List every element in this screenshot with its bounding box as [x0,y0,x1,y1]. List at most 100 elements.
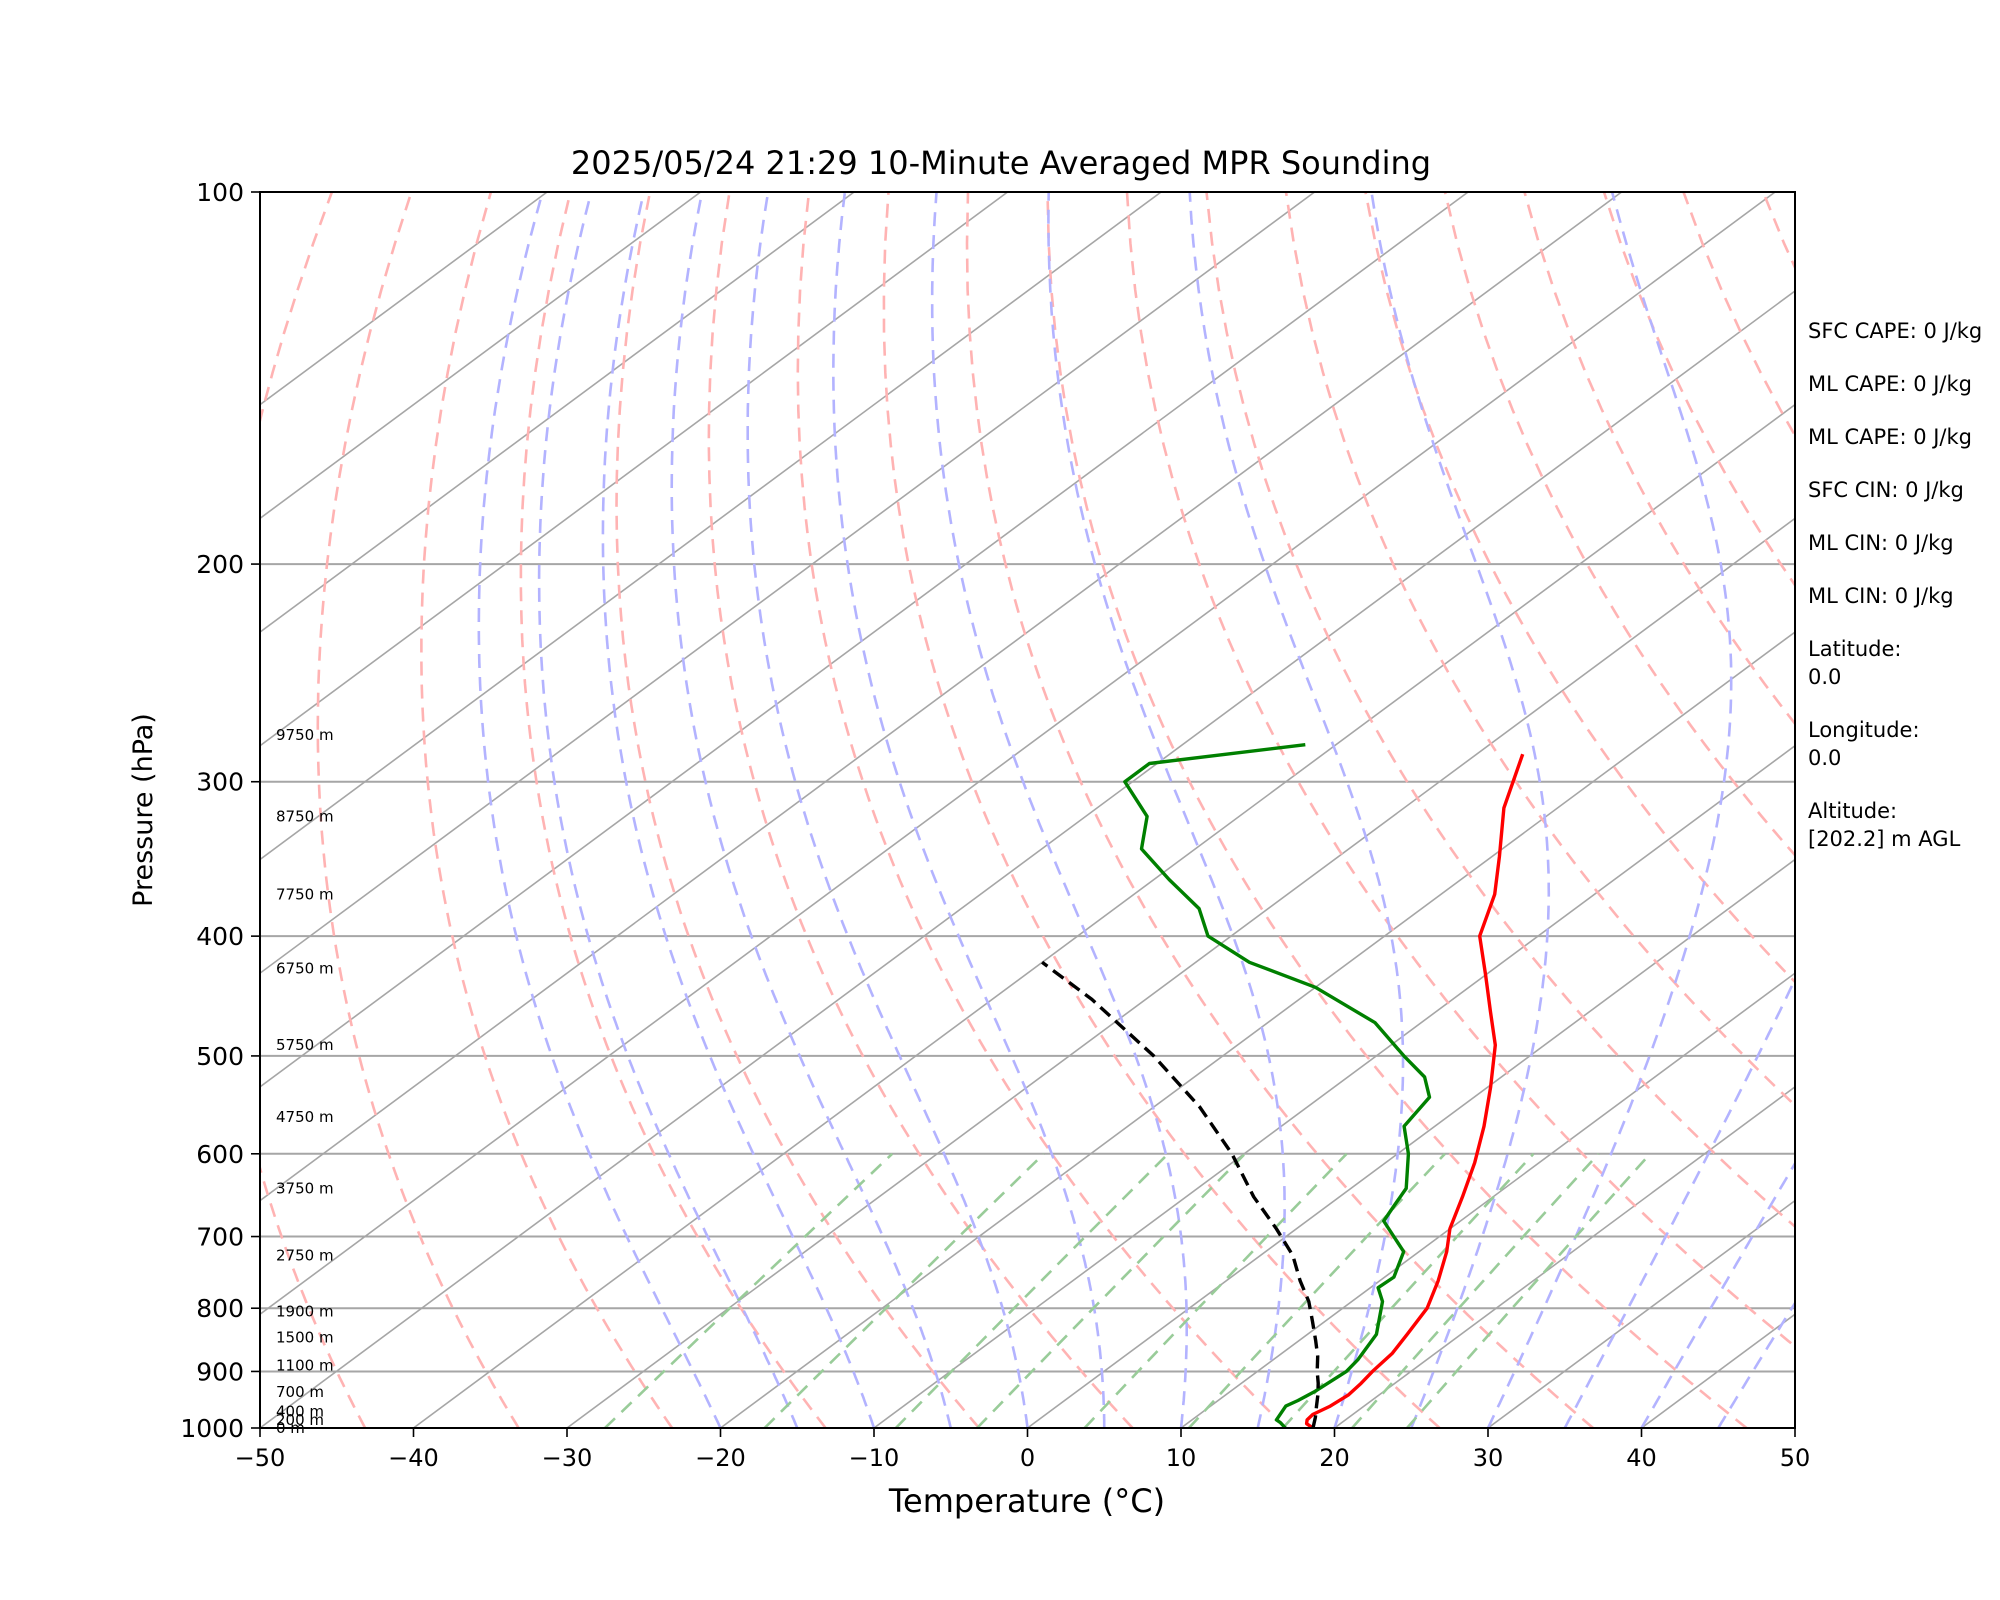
mixing-ratio-line [763,1152,1045,1428]
isotherm-line [260,192,1009,747]
x-tick-label: 50 [1780,1444,1811,1472]
moist-adiabat-line [746,192,1029,1428]
x-tick-label: 20 [1319,1444,1350,1472]
isotherm-line [720,631,1795,1428]
x-tick-label: −50 [235,1444,286,1472]
annotation-text: ML CIN: 0 J/kg [1808,531,1954,555]
moist-adiabat-line [1188,192,1405,1428]
moist-adiabat-line [537,192,799,1428]
isotherm-line [1487,1199,1795,1428]
y-tick-label: 700 [196,1223,244,1252]
chart-title: 2025/05/24 21:29 10-Minute Averaged MPR … [571,144,1431,182]
isotherm-line [1027,858,1795,1428]
isotherm-line [260,192,1623,1202]
dry-adiabat-line [1443,192,1795,858]
x-tick-label: −30 [542,1444,593,1472]
dry-adiabat-line [707,192,1134,1428]
annotations-panel: SFC CAPE: 0 J/kg ML CAPE: 0 J/kg ML CAPE: … [1808,319,1982,851]
annotation-text: SFC CAPE: 0 J/kg [1808,319,1982,343]
height-label: 8750 m [276,807,334,825]
x-axis-label: Temperature (°C) [888,1482,1165,1520]
mixing-ratio-line [894,1152,1170,1428]
isotherm-line [260,192,1469,1088]
y-tick-label: 200 [196,550,244,579]
isotherm-line [260,192,1316,975]
dry-adiabat-line [420,192,674,1428]
dry-adiabat-line [260,192,367,1428]
x-tick-label: −20 [695,1444,746,1472]
height-label: 4750 m [276,1108,334,1126]
y-tick-label: 300 [196,768,244,797]
height-label: 1900 m [276,1303,334,1321]
parcel-series-line [1041,960,1320,1428]
isotherm-line [873,744,1795,1428]
moist-adiabat-line [1640,1160,1795,1428]
dry-adiabat-line [1284,192,1795,1108]
x-tick-label: 30 [1473,1444,1504,1472]
isotherm-line [1334,1085,1795,1428]
x-tick-label: 0 [1020,1444,1035,1472]
height-label: 7750 m [276,885,334,903]
y-tick-label: 500 [196,1042,244,1071]
x-tick-label: −10 [849,1444,900,1472]
isotherm-line [260,192,548,406]
isotherm-line [260,192,1162,861]
y-tick-label: 100 [196,178,244,207]
annotation-text: Latitude: 0.0 [1808,637,1902,689]
height-label: 1100 m [276,1356,334,1374]
series-layer [1041,743,1525,1428]
isotherm-line [1180,972,1795,1428]
y-tick-label: 800 [196,1294,244,1323]
x-axis: −50 −40 −30 −20 −10 0 10 20 30 40 50 [235,1428,1811,1472]
temperature-series-line [1304,753,1525,1428]
y-tick-label: 600 [196,1140,244,1169]
height-label: 5750 m [276,1036,334,1054]
height-label: 1500 m [276,1329,334,1347]
x-tick-label: 40 [1626,1444,1657,1472]
dry-adiabat-line [1046,192,1748,1428]
dry-adiabat-line [1125,192,1795,1349]
y-axis: 100 200 300 400 500 600 700 800 900 1000 [180,178,260,1443]
annotation-text: ML CIN: 0 J/kg [1808,584,1954,608]
height-label: 3750 m [276,1179,334,1197]
mixing-ratio-line [1406,1152,1652,1428]
y-axis-label: Pressure (hPa) [128,713,159,907]
moist-adiabat-line [1717,1300,1795,1428]
annotation-text: SFC CIN: 0 J/kg [1808,478,1964,502]
isotherm-line [260,289,1795,1428]
y-tick-label: 400 [196,922,244,951]
mixing-ratio-line [603,1152,894,1428]
height-label: 400 m [276,1403,324,1421]
dry-adiabat-line [1523,192,1795,726]
isotherm-line [260,192,1776,1316]
isotherm-line [260,192,855,634]
x-tick-label: −40 [388,1444,439,1472]
mixing-ratio-line [1351,1152,1600,1428]
dry-adiabat-line [519,192,827,1428]
height-label: 9750 m [276,726,334,744]
moist-adiabat-line [1047,192,1286,1428]
y-tick-label: 1000 [180,1414,244,1443]
plot-frame [259,191,1796,1429]
moist-adiabat-line [930,192,1188,1428]
y-tick-label: 900 [196,1357,244,1386]
dry-adiabat-line [615,192,981,1428]
height-label: 2750 m [276,1246,334,1264]
moist-adiabat-line [1370,192,1551,1428]
moist-adiabat-line [1563,976,1795,1428]
mixing-ratio-line [1083,1152,1348,1428]
height-label: 200 m [276,1411,324,1429]
moist-adiabat-line [1486,192,1733,1428]
annotation-text: Longitude: 0.0 [1808,718,1920,770]
dry-adiabat-line [965,192,1594,1428]
mixing-ratio-line [976,1152,1246,1428]
x-tick-label: 10 [1166,1444,1197,1472]
annotation-text: ML CAPE: 0 J/kg [1808,372,1972,396]
moist-adiabat-line [831,192,1106,1428]
isotherm-line [260,192,702,520]
dry-adiabat-line [882,192,1441,1428]
height-label: 700 m [276,1383,324,1401]
height-label: 0 m [276,1419,305,1437]
